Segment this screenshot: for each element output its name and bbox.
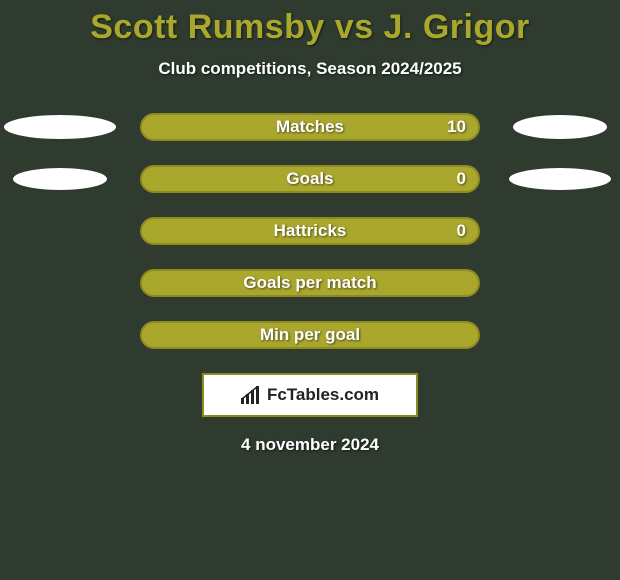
left-ellipse-slot	[0, 269, 120, 297]
stat-bar: Hattricks0	[140, 217, 480, 245]
page-title: Scott Rumsby vs J. Grigor	[0, 8, 620, 47]
brand-footer: FcTables.com	[202, 373, 418, 417]
brand-text: FcTables.com	[267, 385, 379, 405]
stat-label: Hattricks	[142, 221, 478, 241]
stat-label: Matches	[142, 117, 478, 137]
subtitle: Club competitions, Season 2024/2025	[0, 59, 620, 79]
stat-rows: Matches10Goals0Hattricks0Goals per match…	[0, 113, 620, 349]
stat-bar: Matches10	[140, 113, 480, 141]
stat-value: 0	[457, 221, 466, 241]
stat-bar: Min per goal	[140, 321, 480, 349]
right-ellipse	[513, 115, 607, 139]
bars-icon	[241, 386, 263, 404]
right-ellipse	[509, 168, 611, 190]
left-ellipse-slot	[0, 321, 120, 349]
right-ellipse-slot	[500, 113, 620, 141]
stat-bar: Goals0	[140, 165, 480, 193]
stat-row: Goals per match	[0, 269, 620, 297]
left-ellipse-slot	[0, 113, 120, 141]
comparison-infographic: Scott Rumsby vs J. Grigor Club competiti…	[0, 0, 620, 580]
stat-bar: Goals per match	[140, 269, 480, 297]
left-ellipse	[4, 115, 116, 139]
date-text: 4 november 2024	[0, 435, 620, 455]
stat-row: Hattricks0	[0, 217, 620, 245]
left-ellipse	[13, 168, 107, 190]
stat-label: Goals per match	[142, 273, 478, 293]
stat-row: Matches10	[0, 113, 620, 141]
stat-label: Min per goal	[142, 325, 478, 345]
stat-value: 0	[457, 169, 466, 189]
right-ellipse-slot	[500, 269, 620, 297]
right-ellipse-slot	[500, 321, 620, 349]
stat-row: Min per goal	[0, 321, 620, 349]
stat-row: Goals0	[0, 165, 620, 193]
right-ellipse-slot	[500, 217, 620, 245]
left-ellipse-slot	[0, 165, 120, 193]
right-ellipse-slot	[500, 165, 620, 193]
stat-label: Goals	[142, 169, 478, 189]
left-ellipse-slot	[0, 217, 120, 245]
stat-value: 10	[447, 117, 466, 137]
